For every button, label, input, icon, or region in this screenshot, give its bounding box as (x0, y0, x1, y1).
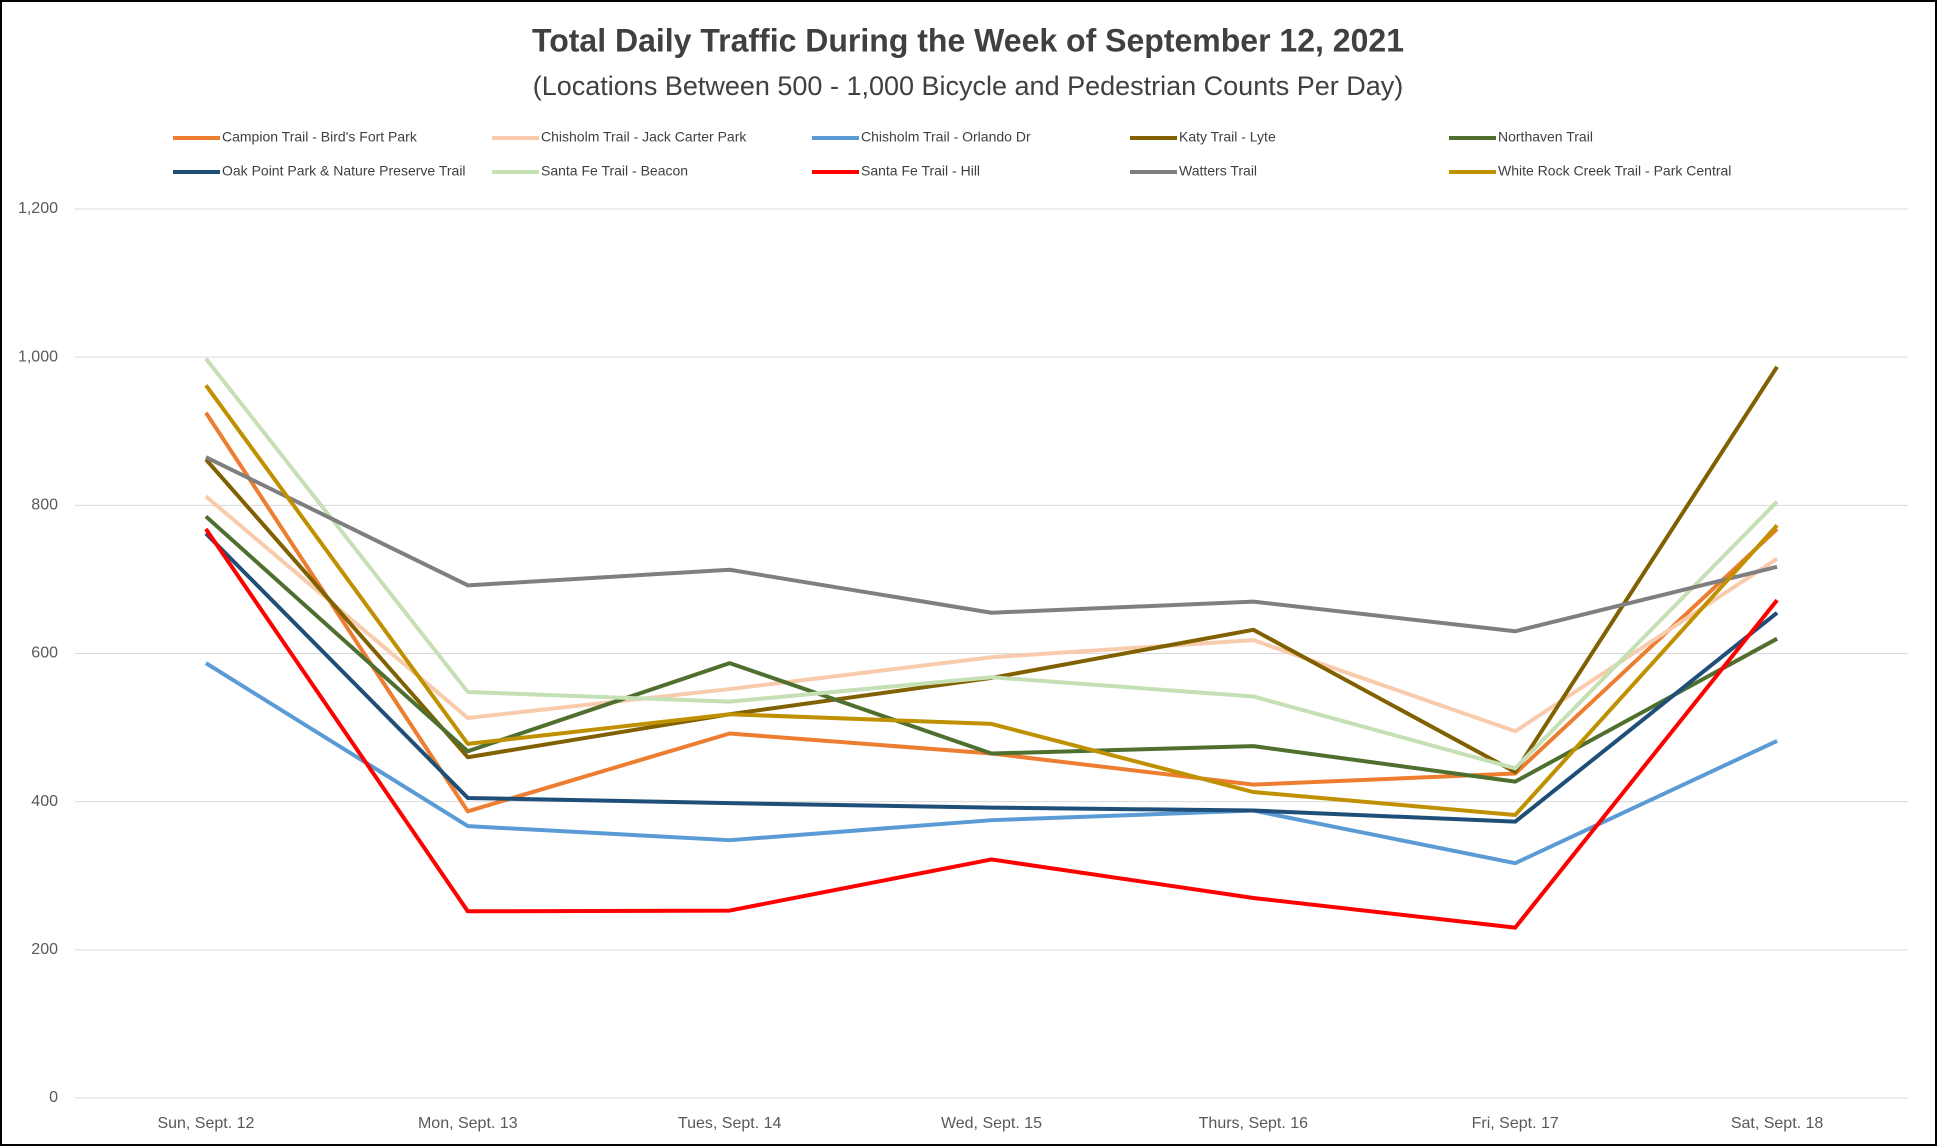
legend-label: Chisholm Trail - Jack Carter Park (541, 129, 747, 145)
legend-label: Oak Point Park & Nature Preserve Trail (222, 163, 466, 179)
series-line (204, 532, 1779, 824)
x-tick-label: Wed, Sept. 15 (941, 1115, 1042, 1132)
chart-subtitle: (Locations Between 500 - 1,000 Bicycle a… (533, 71, 1404, 101)
y-tick-label: 800 (31, 497, 58, 514)
series-line (204, 661, 1778, 866)
series-line (204, 384, 1779, 818)
series-line (204, 357, 1779, 771)
y-tick-label: 0 (49, 1089, 58, 1106)
x-tick-label: Sat, Sept. 18 (1731, 1115, 1824, 1132)
chart-title: Total Daily Traffic During the Week of S… (532, 22, 1404, 58)
legend-label: White Rock Creek Trail - Park Central (1498, 163, 1731, 179)
series-line (204, 494, 1779, 734)
series-line (204, 514, 1779, 784)
y-tick-label: 200 (31, 941, 58, 958)
legend-label: Santa Fe Trail - Hill (861, 163, 980, 179)
x-tick-label: Mon, Sept. 13 (418, 1115, 518, 1132)
y-tick-label: 400 (31, 793, 58, 810)
y-tick-label: 1,200 (18, 200, 58, 217)
x-tick-label: Thurs, Sept. 16 (1199, 1115, 1308, 1132)
legend-label: Northaven Trail (1498, 129, 1593, 145)
x-tick-label: Tues, Sept. 14 (678, 1115, 782, 1132)
series-line (204, 527, 1779, 930)
y-tick-label: 600 (31, 645, 58, 662)
x-tick-label: Sun, Sept. 12 (157, 1115, 254, 1132)
legend-label: Chisholm Trail - Orlando Dr (861, 129, 1031, 145)
legend-label: Campion Trail - Bird's Fort Park (222, 129, 418, 145)
x-tick-label: Fri, Sept. 17 (1472, 1115, 1559, 1132)
legend-label: Watters Trail (1179, 163, 1257, 179)
legend-label: Santa Fe Trail - Beacon (541, 163, 688, 179)
legend-label: Katy Trail - Lyte (1179, 129, 1276, 145)
y-tick-label: 1,000 (18, 348, 58, 365)
series-line (205, 455, 1778, 634)
